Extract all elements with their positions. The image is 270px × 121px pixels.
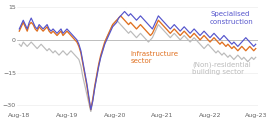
- Text: Infrastructure
sector: Infrastructure sector: [130, 51, 178, 64]
- Text: (Non)-residential
building sector: (Non)-residential building sector: [192, 61, 251, 75]
- Text: Specialised
construction: Specialised construction: [210, 11, 254, 25]
